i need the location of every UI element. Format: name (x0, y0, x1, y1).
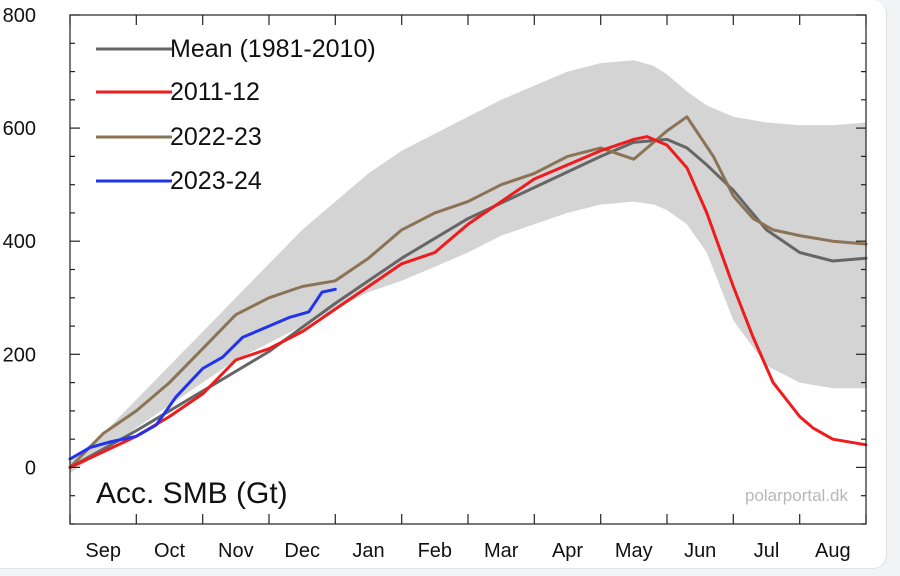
smb-chart: 0 200 400 600 800 Sep Oct Nov Dec Jan Feb Mar Apr May… (3, 5, 868, 562)
legend-label: Mean (1981-2010) (170, 35, 376, 63)
x-tick-label: Aug (815, 540, 851, 562)
x-tick-label: Dec (284, 540, 320, 562)
legend-label: 2011-12 (170, 78, 260, 106)
x-tick-label: Jan (352, 540, 384, 562)
x-tick-label: May (615, 540, 653, 562)
y-axis-label: Acc. SMB (Gt) (96, 477, 288, 510)
x-tick-label: Sep (85, 540, 121, 562)
credit-text: polarportal.dk (745, 486, 849, 505)
x-tick-label: Mar (484, 540, 519, 562)
series-line-2023-24 (68, 287, 337, 461)
legend-label: 2023-24 (170, 167, 262, 195)
series-line-2011-12 (68, 135, 868, 469)
x-tick-label: Jul (754, 540, 780, 562)
series-line-2022-23 (68, 115, 868, 469)
x-tick-label: Apr (552, 540, 583, 562)
y-tick-label: 400 (3, 231, 36, 253)
chart-card: 0 200 400 600 800 Sep Oct Nov Dec Jan Feb Mar Apr May… (0, 0, 887, 569)
x-tick-label: Oct (154, 540, 186, 562)
y-tick-label: 200 (3, 344, 36, 366)
legend-label: 2022-23 (170, 123, 262, 151)
x-tick-label: Feb (418, 540, 452, 562)
uncertainty-band (70, 60, 866, 474)
y-tick-label: 0 (25, 457, 36, 479)
y-tick-label: 600 (3, 118, 36, 140)
series-line-mean-1981-2010 (68, 137, 868, 469)
x-tick-label: Nov (218, 540, 254, 562)
y-tick-label: 800 (3, 5, 36, 27)
x-tick-label: Jun (684, 540, 716, 562)
